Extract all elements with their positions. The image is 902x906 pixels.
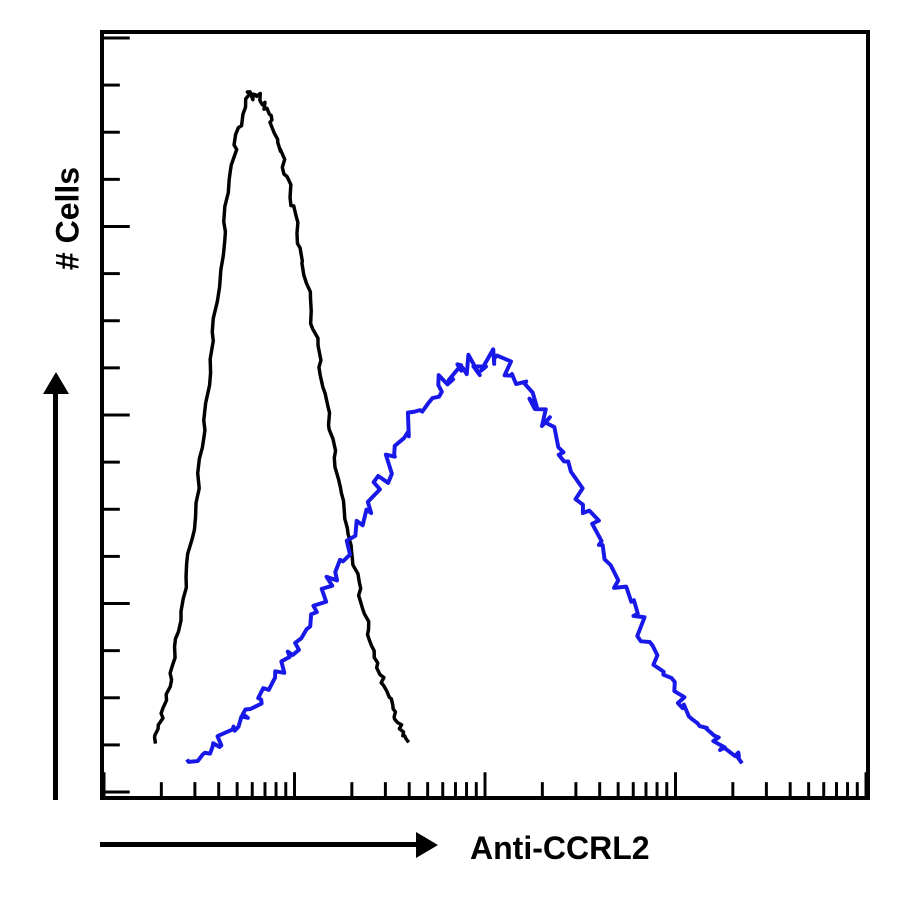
plot-area xyxy=(100,30,870,800)
x-axis-arrow xyxy=(100,842,420,847)
histogram-svg xyxy=(104,34,866,796)
x-axis-label: Anti-CCRL2 xyxy=(470,830,650,867)
curves-group xyxy=(155,92,742,764)
y-axis-arrow xyxy=(53,390,58,800)
y-axis-label-group: # Cells xyxy=(18,50,88,800)
y-axis-ticks xyxy=(104,38,130,792)
x-axis-label-group: Anti-CCRL2 xyxy=(100,830,870,900)
series-control xyxy=(155,92,409,744)
chart-container xyxy=(100,30,870,800)
x-axis-ticks xyxy=(104,772,866,796)
series-anti-ccrl2 xyxy=(187,349,742,763)
y-axis-label: # Cells xyxy=(50,159,87,279)
